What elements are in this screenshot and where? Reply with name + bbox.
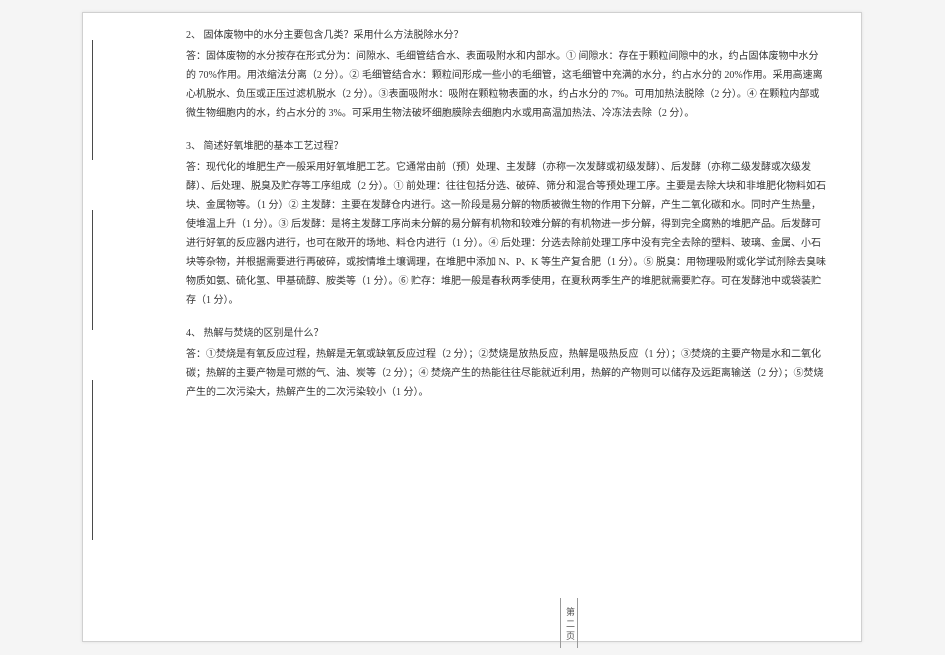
qa-block: 4、 热解与焚烧的区别是什么？ 答：①焚烧是有氧反应过程，热解是无氧或缺氧反应过… [186,324,826,402]
question-text: 2、 固体废物中的水分主要包含几类？采用什么方法脱除水分？ [186,26,826,45]
qa-block: 3、 简述好氧堆肥的基本工艺过程？ 答：现代化的堆肥生产一般采用好氧堆肥工艺。它… [186,137,826,310]
question-text: 3、 简述好氧堆肥的基本工艺过程？ [186,137,826,156]
answer-text: 答：现代化的堆肥生产一般采用好氧堆肥工艺。它通常由前（预）处理、主发酵（亦称一次… [186,158,826,310]
page-number: 第二页 [560,598,578,648]
question-text: 4、 热解与焚烧的区别是什么？ [186,324,826,343]
binding-seg-1 [92,40,93,160]
page-content: 2、 固体废物中的水分主要包含几类？采用什么方法脱除水分？ 答：固体废物的水分按… [186,26,826,416]
binding-margin [92,10,106,640]
answer-text: 答：①焚烧是有氧反应过程，热解是无氧或缺氧反应过程（2 分）；②焚烧是放热反应，… [186,345,826,402]
qa-block: 2、 固体废物中的水分主要包含几类？采用什么方法脱除水分？ 答：固体废物的水分按… [186,26,826,123]
binding-seg-2 [92,210,93,330]
answer-text: 答：固体废物的水分按存在形式分为：间隙水、毛细管结合水、表面吸附水和内部水。① … [186,47,826,123]
binding-seg-3 [92,380,93,540]
